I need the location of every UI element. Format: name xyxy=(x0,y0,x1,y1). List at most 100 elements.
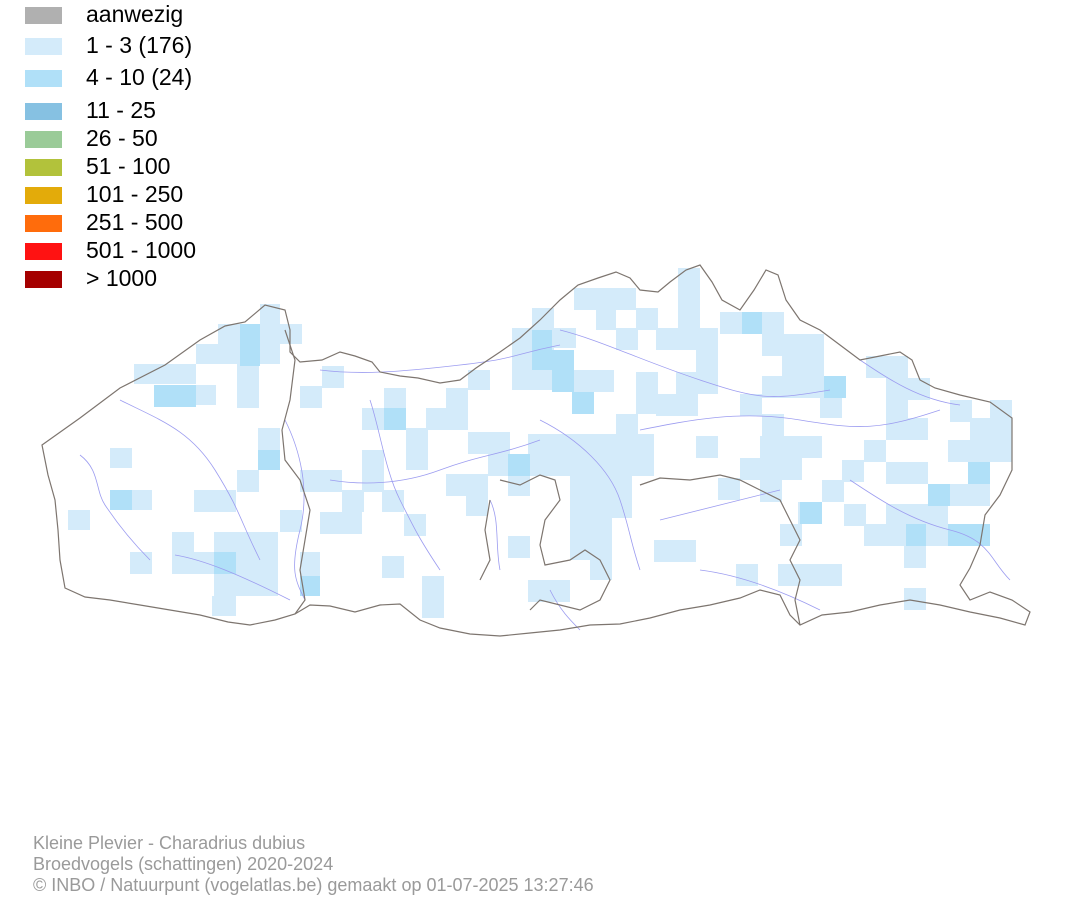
legend-label: 101 - 250 xyxy=(86,181,184,207)
river xyxy=(369,399,441,571)
grid-cell xyxy=(240,324,260,366)
grid-cell xyxy=(906,524,926,546)
legend-swatch xyxy=(25,271,62,288)
grid-cell xyxy=(468,432,510,454)
grid-cell xyxy=(780,524,802,546)
grid-cell xyxy=(696,436,718,458)
grid-cell xyxy=(886,418,928,440)
grid-cell xyxy=(822,480,844,502)
grid-cell xyxy=(237,470,259,492)
legend-swatch xyxy=(25,7,62,24)
grid-cell xyxy=(532,330,552,370)
grid-cell xyxy=(214,552,236,574)
copyright-line: © INBO / Natuurpunt (vogelatlas.be) gema… xyxy=(33,875,594,895)
grid-cell xyxy=(596,308,616,330)
grid-cell xyxy=(762,334,824,356)
river xyxy=(329,439,541,484)
grid-cell xyxy=(384,388,406,408)
map-footer: Kleine Plevier - Charadrius dubius Broed… xyxy=(33,833,594,896)
grid-cell xyxy=(904,546,926,568)
legend-swatch xyxy=(25,187,62,204)
grid-cell xyxy=(866,356,908,378)
grid-cell xyxy=(654,540,696,562)
grid-cell xyxy=(740,394,762,416)
river xyxy=(284,419,306,601)
grid-cell xyxy=(130,552,152,574)
grid-cell xyxy=(258,428,280,450)
grid-cell xyxy=(636,372,658,414)
grid-cell xyxy=(736,564,758,586)
legend-item-11-25: 11 - 25 xyxy=(25,97,285,123)
grid-cell xyxy=(886,376,908,398)
grid-cell xyxy=(570,476,632,518)
grid-cell xyxy=(172,532,194,574)
river xyxy=(174,554,291,601)
river xyxy=(489,499,501,571)
region-border xyxy=(639,474,801,626)
grid-cell xyxy=(740,458,802,480)
grid-cell xyxy=(886,398,908,420)
legend-swatch xyxy=(25,131,62,148)
grid-cell xyxy=(864,524,906,546)
grid-cell xyxy=(820,396,842,418)
grid-cell xyxy=(950,400,972,422)
grid-cell xyxy=(616,414,638,436)
river xyxy=(639,409,941,431)
legend-item-501-1000: 501 - 1000 xyxy=(25,237,285,263)
grid-cell xyxy=(258,450,280,470)
river xyxy=(319,344,561,373)
grid-cell xyxy=(404,514,426,536)
grid-cell xyxy=(824,376,846,398)
region-border xyxy=(281,329,311,615)
grid-cell xyxy=(384,408,406,430)
legend-swatch xyxy=(25,159,62,176)
grid-cell xyxy=(446,474,488,496)
grid-cell xyxy=(320,512,362,534)
legend-label: > 1000 xyxy=(86,265,157,291)
grid-cell xyxy=(446,388,468,408)
grid-cell xyxy=(362,450,384,492)
legend-label: 4 - 10 (24) xyxy=(86,64,193,90)
grid-cell xyxy=(382,556,404,578)
legend-item-101-250: 101 - 250 xyxy=(25,181,285,207)
legend-item-over-1000: > 1000 xyxy=(25,265,285,291)
river xyxy=(539,419,641,571)
grid-cell xyxy=(426,408,468,430)
grid-cell xyxy=(760,480,782,502)
legend-item-present: aanwezig xyxy=(25,1,285,27)
legend-item-51-100: 51 - 100 xyxy=(25,153,285,179)
grid-cell xyxy=(406,428,428,470)
grid-cell xyxy=(300,470,322,492)
grid-cell xyxy=(800,502,822,524)
river xyxy=(559,329,831,397)
legend-label: 1 - 3 (176) xyxy=(86,32,193,58)
species-title: Kleine Plevier - Charadrius dubius xyxy=(33,833,306,853)
grid-cell xyxy=(260,304,280,364)
grid-cell xyxy=(528,580,570,602)
legend-label: 251 - 500 xyxy=(86,209,184,235)
legend-swatch xyxy=(25,103,62,120)
grid-cell xyxy=(904,588,926,610)
grid-cell xyxy=(508,536,530,558)
grid-cell xyxy=(762,376,824,398)
legend-label: aanwezig xyxy=(86,1,184,27)
grid-cell xyxy=(908,378,930,400)
grid-cell xyxy=(948,440,1012,462)
grid-cell xyxy=(574,288,636,310)
grid-cell xyxy=(842,460,864,482)
grid-cell xyxy=(237,364,259,408)
legend-swatch xyxy=(25,38,62,55)
grid-cell xyxy=(886,504,948,526)
grid-cell xyxy=(468,370,490,390)
legend-item-251-500: 251 - 500 xyxy=(25,209,285,235)
river xyxy=(859,359,961,406)
grid-cell xyxy=(342,490,364,512)
legend-swatch xyxy=(25,215,62,232)
grid-cell xyxy=(212,596,236,616)
grid-cell xyxy=(528,434,654,476)
grid-cell xyxy=(742,312,762,334)
grid-cell xyxy=(570,518,612,560)
grid-cell xyxy=(948,484,990,506)
grid-cell xyxy=(572,370,614,392)
